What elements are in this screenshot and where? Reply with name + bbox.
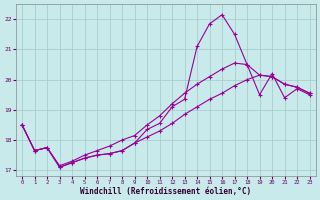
X-axis label: Windchill (Refroidissement éolien,°C): Windchill (Refroidissement éolien,°C) [80,187,252,196]
